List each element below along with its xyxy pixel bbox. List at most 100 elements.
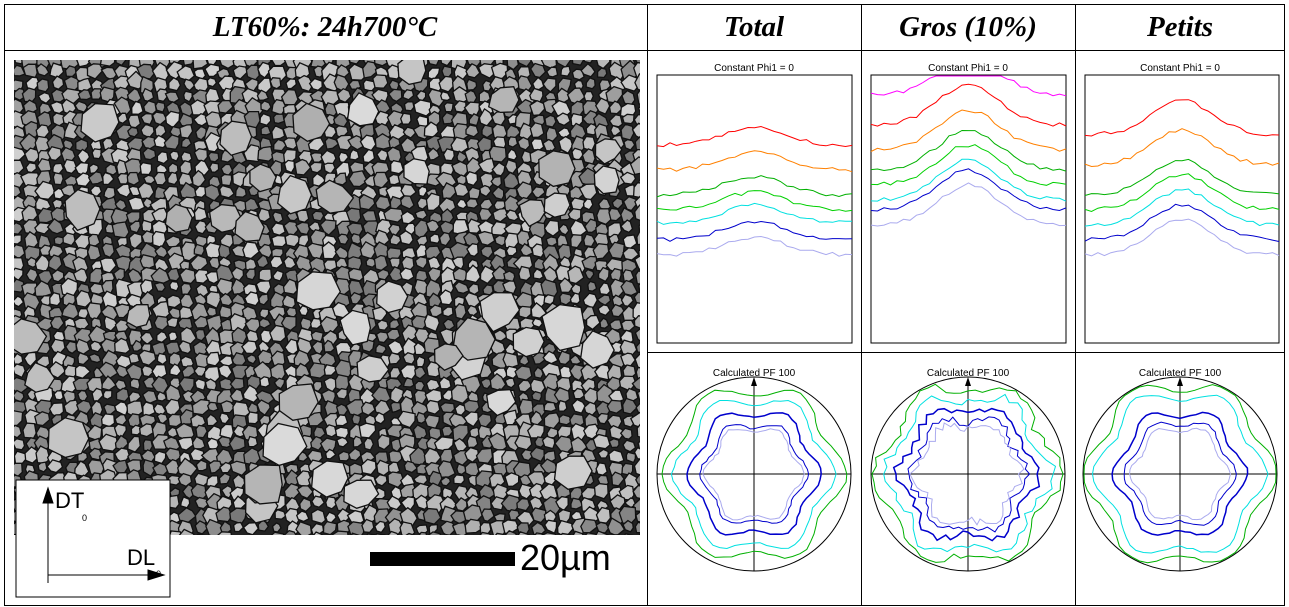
grain — [414, 256, 428, 270]
header-cell: Petits — [1146, 11, 1213, 43]
grain — [352, 435, 364, 448]
grain — [633, 255, 640, 270]
grain — [624, 533, 634, 535]
grain — [142, 459, 157, 477]
grain — [534, 532, 544, 535]
pf-contour — [670, 399, 837, 550]
contour — [656, 125, 853, 148]
grain — [234, 210, 265, 243]
grain — [569, 354, 583, 365]
grain — [75, 289, 93, 308]
header-cell: Total — [724, 11, 785, 43]
grain — [505, 245, 518, 257]
pf-arrow — [751, 377, 757, 386]
pf-contour — [1083, 384, 1277, 564]
grain — [463, 411, 479, 428]
grain — [363, 437, 375, 451]
grain — [113, 303, 131, 319]
grain — [582, 423, 602, 440]
contour — [656, 202, 852, 225]
grain — [402, 351, 416, 365]
grain — [442, 148, 455, 162]
grain — [14, 318, 48, 355]
grain — [403, 101, 415, 112]
grain — [182, 60, 195, 67]
grain — [347, 447, 362, 462]
grain — [322, 412, 340, 428]
grain — [531, 317, 544, 329]
grain — [23, 351, 38, 368]
grain — [545, 66, 559, 78]
grain — [324, 448, 337, 460]
grain — [243, 144, 263, 163]
grain — [636, 423, 640, 438]
micrograph — [14, 60, 640, 535]
grain — [516, 497, 531, 512]
grain — [571, 398, 586, 414]
grain — [47, 417, 90, 459]
grain — [441, 425, 454, 437]
grain — [608, 449, 625, 464]
grain — [208, 203, 243, 233]
grain — [387, 517, 405, 535]
grain — [374, 411, 386, 425]
grain — [415, 355, 426, 368]
grain — [247, 411, 259, 425]
grain — [228, 434, 246, 452]
grain — [153, 315, 170, 331]
contour — [1084, 99, 1280, 137]
grain — [418, 531, 428, 535]
grain — [491, 265, 509, 281]
grain — [46, 145, 62, 161]
grain — [518, 398, 535, 416]
grain — [452, 424, 469, 442]
grain — [466, 435, 479, 449]
grain — [220, 400, 236, 414]
grain — [388, 352, 402, 365]
grain — [260, 125, 272, 136]
pf-contour — [907, 416, 1031, 533]
grain — [593, 482, 609, 500]
pf-contour — [1123, 421, 1237, 526]
grain — [438, 75, 455, 93]
grain — [620, 123, 635, 141]
grain — [452, 267, 469, 283]
grain — [360, 458, 377, 476]
contour — [656, 220, 853, 242]
grain — [311, 495, 326, 508]
grain — [491, 185, 505, 201]
grain — [127, 196, 146, 211]
grain — [569, 292, 581, 305]
grain — [270, 222, 286, 236]
grain — [140, 112, 154, 126]
grain — [488, 145, 507, 163]
grain — [375, 343, 387, 355]
grain — [169, 363, 182, 377]
grain — [558, 223, 570, 236]
grain — [592, 433, 611, 450]
grain — [529, 446, 545, 463]
grain — [518, 265, 532, 282]
grain — [207, 151, 220, 163]
grain — [433, 343, 464, 371]
grain — [403, 158, 430, 185]
grain — [46, 459, 64, 474]
grain — [232, 521, 245, 533]
grain — [585, 77, 596, 90]
grain — [489, 519, 507, 535]
grain — [296, 485, 314, 500]
grain — [595, 530, 610, 535]
grain — [503, 270, 516, 283]
grain — [360, 339, 375, 353]
grain — [191, 398, 211, 416]
grain — [14, 462, 23, 478]
grain — [105, 163, 118, 176]
grain — [312, 380, 323, 393]
grain — [632, 182, 640, 199]
grain — [294, 158, 312, 176]
grain — [115, 183, 132, 198]
grain — [533, 257, 547, 271]
grain — [635, 474, 640, 485]
grain — [269, 255, 284, 269]
grain — [504, 472, 520, 488]
